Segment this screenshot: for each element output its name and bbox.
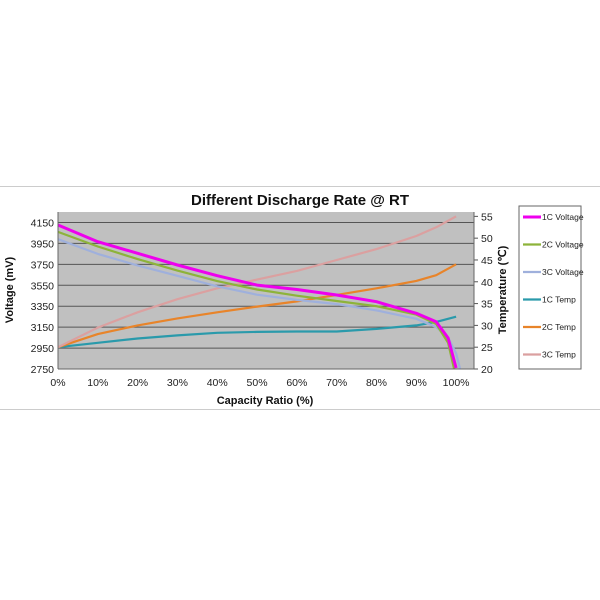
y2-tick-label: 30: [481, 320, 493, 332]
series-line-2c-temp: [57, 263, 457, 349]
x-tick-label: 0%: [50, 377, 65, 389]
y2-tick-label: 25: [481, 342, 493, 354]
x-tick-label: 60%: [286, 377, 307, 389]
chart-frame: [0, 186, 600, 410]
y2-tick-label: 35: [481, 299, 493, 311]
y-tick-label: 2750: [31, 364, 55, 376]
series-line-1c-voltage: [57, 223, 458, 369]
x-axis-label: Capacity Ratio (%): [217, 395, 314, 407]
legend-label: 2C Voltage: [542, 240, 584, 250]
y2-tick-label: 55: [481, 211, 493, 223]
legend-box: [518, 205, 582, 370]
y-tick-label: 3150: [31, 322, 55, 334]
x-tick-label: 30%: [167, 377, 188, 389]
x-tick-label: 10%: [87, 377, 108, 389]
y2-tick-label: 40: [481, 277, 493, 289]
y-axis-label: Voltage (mV): [4, 256, 16, 323]
x-tick-label: 70%: [326, 377, 347, 389]
y-tick-label: 2950: [31, 343, 55, 355]
y2-tick-label: 50: [481, 233, 493, 245]
x-tick-label: 20%: [127, 377, 148, 389]
series-line-3c-temp: [57, 215, 457, 349]
x-tick-label: 100%: [443, 377, 470, 389]
x-tick-label: 40%: [207, 377, 228, 389]
x-tick-label: 90%: [406, 377, 427, 389]
y-tick-label: 3350: [31, 301, 55, 313]
y2-tick-label: 45: [481, 255, 493, 267]
x-tick-label: 80%: [366, 377, 387, 389]
y-tick-label: 3950: [31, 238, 55, 250]
y2-axis-label: Temperature (℃): [497, 245, 509, 334]
y-tick-label: 3550: [31, 280, 55, 292]
legend-label: 1C Voltage: [542, 212, 584, 222]
y-tick-label: 4150: [31, 217, 55, 229]
legend-label: 3C Voltage: [542, 267, 584, 277]
x-tick-label: 50%: [247, 377, 268, 389]
y2-tick-label: 20: [481, 364, 493, 376]
legend-label: 3C Temp: [542, 350, 576, 360]
chart-title: Different Discharge Rate @ RT: [191, 192, 409, 209]
legend-label: 1C Temp: [542, 295, 576, 305]
y-tick-label: 3750: [31, 259, 55, 271]
legend-label: 2C Temp: [542, 322, 576, 332]
series-line-1c-temp: [57, 315, 457, 349]
